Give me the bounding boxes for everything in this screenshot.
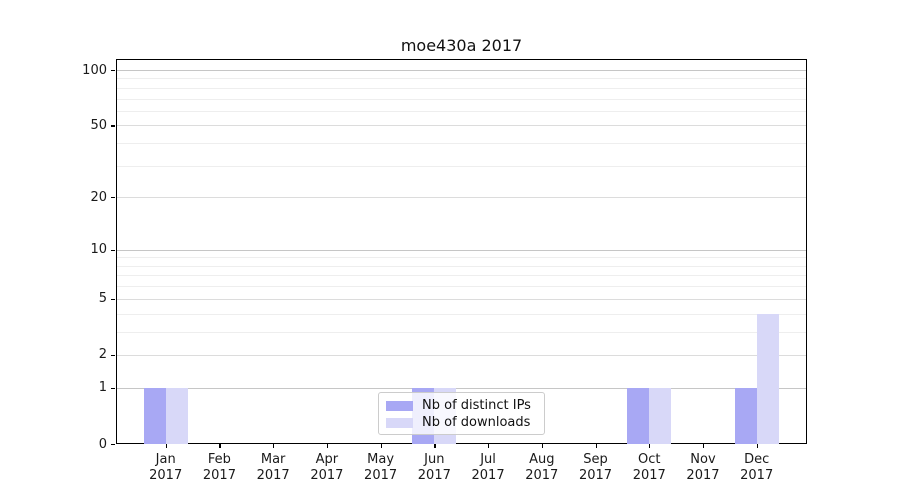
y-gridline-minor [117,165,806,167]
y-tick-label: 100 [82,62,107,78]
y-gridline-minor [117,331,806,333]
legend-swatch-distinct-ips [386,400,413,411]
y-tick-label: 0 [98,436,107,452]
x-tick-label: Jun 2017 [417,452,451,483]
y-tick-label: 5 [98,291,107,307]
x-tick-label: Feb 2017 [202,452,236,483]
x-tick-label: Nov 2017 [686,452,720,483]
x-tick-mark [326,444,329,448]
bar-nb-of-downloads-jan [165,387,188,444]
x-tick-mark [219,444,221,448]
y-gridline-minor [117,87,806,89]
y-gridline-minor [117,257,806,259]
y-tick-label: 2 [98,347,107,363]
x-tick-label: Sep 2017 [578,452,613,483]
y-gridline-minor [117,265,806,267]
bar-nb-of-distinct-ips-jan [143,387,166,444]
legend-label: Nb of distinct IPs [422,398,531,413]
legend-item: Nb of downloads [386,414,544,431]
y-tick-label: 1 [98,380,107,396]
plot-area [116,59,807,444]
x-tick-mark [434,444,436,448]
y-gridline [117,298,806,300]
y-tick-mark [111,354,115,357]
y-gridline-minor [117,275,806,277]
legend-label: Nb of downloads [422,415,531,430]
bar-nb-of-distinct-ips-dec [734,387,757,444]
y-tick-mark [111,298,115,300]
x-tick-label: May 2017 [364,452,398,483]
legend-item: Nb of distinct IPs [386,397,544,414]
y-gridline-minor [117,143,806,145]
y-gridline-minor [117,313,806,315]
y-gridline [117,387,806,389]
x-tick-label: Jan 2017 [149,452,183,483]
x-tick-mark [165,444,167,448]
y-tick-mark [111,249,115,251]
bar-nb-of-downloads-dec [756,313,779,444]
legend-swatch-downloads [386,417,413,428]
y-gridline [117,249,806,251]
y-tick-label: 50 [90,117,107,133]
y-gridline [117,197,806,199]
legend: Nb of distinct IPs Nb of downloads [378,392,545,435]
x-tick-label: Aug 2017 [525,452,559,483]
y-gridline [117,354,806,356]
chart-title: moe430a 2017 [400,36,523,55]
y-gridline-minor [117,286,806,288]
y-gridline [117,125,806,127]
x-tick-mark [756,444,758,448]
bar-nb-of-distinct-ips-oct [627,387,650,444]
bar-nb-of-downloads-oct [649,387,672,444]
x-tick-mark [488,444,490,448]
y-tick-mark [111,125,115,127]
y-tick-mark [111,197,115,199]
y-gridline-minor [117,78,806,80]
x-tick-mark [380,444,382,448]
y-gridline [117,70,806,71]
x-tick-label: Oct 2017 [632,452,666,483]
y-tick-mark [111,387,115,390]
x-tick-label: Apr 2017 [310,452,344,483]
x-tick-mark [541,444,543,448]
y-tick-mark [111,70,115,72]
x-tick-label: Dec 2017 [740,452,774,483]
x-tick-label: Jul 2017 [471,452,505,483]
x-tick-mark [273,444,275,448]
x-tick-mark [649,444,651,448]
y-gridline-minor [117,110,806,112]
x-tick-mark [702,444,705,448]
x-tick-label: Mar 2017 [256,452,290,483]
y-tick-mark [111,444,115,446]
x-tick-mark [595,444,597,448]
y-tick-label: 20 [90,189,107,205]
y-gridline-minor [117,98,806,100]
y-tick-label: 10 [90,242,107,258]
